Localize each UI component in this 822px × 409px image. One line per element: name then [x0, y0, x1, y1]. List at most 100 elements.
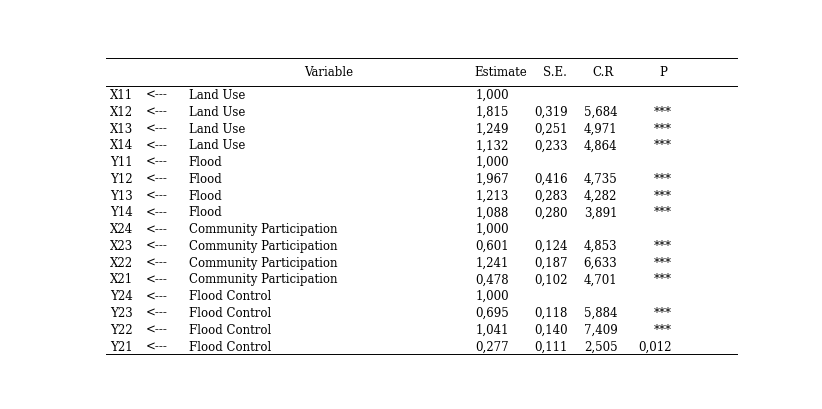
- Text: <---: <---: [145, 239, 168, 252]
- Text: <---: <---: [145, 89, 168, 102]
- Text: 1,967: 1,967: [476, 173, 509, 185]
- Text: <---: <---: [145, 156, 168, 169]
- Text: ***: ***: [653, 173, 672, 185]
- Text: 1,000: 1,000: [476, 290, 509, 303]
- Text: <---: <---: [145, 106, 168, 119]
- Text: Y23: Y23: [110, 306, 133, 319]
- Text: Estimate: Estimate: [474, 66, 527, 79]
- Text: Flood Control: Flood Control: [189, 340, 271, 353]
- Text: <---: <---: [145, 340, 168, 353]
- Text: Community Participation: Community Participation: [189, 239, 337, 252]
- Text: Flood: Flood: [189, 206, 223, 219]
- Text: 0,251: 0,251: [534, 122, 568, 135]
- Text: ***: ***: [653, 122, 672, 135]
- Text: ***: ***: [653, 323, 672, 336]
- Text: ***: ***: [653, 189, 672, 202]
- Text: <---: <---: [145, 323, 168, 336]
- Text: Land Use: Land Use: [189, 106, 245, 119]
- Text: 1,132: 1,132: [476, 139, 509, 152]
- Text: Flood: Flood: [189, 189, 223, 202]
- Text: 4,864: 4,864: [584, 139, 617, 152]
- Text: 0,277: 0,277: [476, 340, 509, 353]
- Text: 0,280: 0,280: [534, 206, 568, 219]
- Text: 0,283: 0,283: [534, 189, 568, 202]
- Text: 0,601: 0,601: [476, 239, 509, 252]
- Text: 4,971: 4,971: [584, 122, 617, 135]
- Text: Flood: Flood: [189, 156, 223, 169]
- Text: 7,409: 7,409: [584, 323, 617, 336]
- Text: ***: ***: [653, 206, 672, 219]
- Text: <---: <---: [145, 189, 168, 202]
- Text: 4,282: 4,282: [584, 189, 617, 202]
- Text: Y14: Y14: [110, 206, 133, 219]
- Text: <---: <---: [145, 206, 168, 219]
- Text: Y24: Y24: [110, 290, 133, 303]
- Text: Flood Control: Flood Control: [189, 290, 271, 303]
- Text: ***: ***: [653, 139, 672, 152]
- Text: 5,884: 5,884: [584, 306, 617, 319]
- Text: <---: <---: [145, 256, 168, 269]
- Text: 0,695: 0,695: [475, 306, 509, 319]
- Text: 1,088: 1,088: [476, 206, 509, 219]
- Text: S.E.: S.E.: [543, 66, 567, 79]
- Text: 5,684: 5,684: [584, 106, 617, 119]
- Text: 1,249: 1,249: [476, 122, 509, 135]
- Text: ***: ***: [653, 256, 672, 269]
- Text: 1,000: 1,000: [476, 156, 509, 169]
- Text: Land Use: Land Use: [189, 139, 245, 152]
- Text: X21: X21: [110, 273, 133, 286]
- Text: X12: X12: [110, 106, 133, 119]
- Text: <---: <---: [145, 306, 168, 319]
- Text: X13: X13: [110, 122, 134, 135]
- Text: 1,213: 1,213: [476, 189, 509, 202]
- Text: ***: ***: [653, 306, 672, 319]
- Text: 4,701: 4,701: [584, 273, 617, 286]
- Text: 0,118: 0,118: [534, 306, 568, 319]
- Text: ***: ***: [653, 273, 672, 286]
- Text: Y21: Y21: [110, 340, 133, 353]
- Text: 0,478: 0,478: [476, 273, 509, 286]
- Text: 0,140: 0,140: [534, 323, 568, 336]
- Text: Variable: Variable: [304, 66, 353, 79]
- Text: Y12: Y12: [110, 173, 133, 185]
- Text: 1,815: 1,815: [476, 106, 509, 119]
- Text: 0,233: 0,233: [534, 139, 568, 152]
- Text: 1,000: 1,000: [476, 89, 509, 102]
- Text: <---: <---: [145, 173, 168, 185]
- Text: 0,111: 0,111: [534, 340, 568, 353]
- Text: Community Participation: Community Participation: [189, 222, 337, 236]
- Text: Y22: Y22: [110, 323, 133, 336]
- Text: <---: <---: [145, 273, 168, 286]
- Text: <---: <---: [145, 222, 168, 236]
- Text: 4,853: 4,853: [584, 239, 617, 252]
- Text: 0,124: 0,124: [534, 239, 568, 252]
- Text: 6,633: 6,633: [584, 256, 617, 269]
- Text: Flood Control: Flood Control: [189, 306, 271, 319]
- Text: X11: X11: [110, 89, 133, 102]
- Text: 1,241: 1,241: [476, 256, 509, 269]
- Text: <---: <---: [145, 139, 168, 152]
- Text: Y13: Y13: [110, 189, 133, 202]
- Text: X22: X22: [110, 256, 133, 269]
- Text: <---: <---: [145, 290, 168, 303]
- Text: 0,102: 0,102: [534, 273, 568, 286]
- Text: Flood Control: Flood Control: [189, 323, 271, 336]
- Text: Flood: Flood: [189, 173, 223, 185]
- Text: 1,000: 1,000: [476, 222, 509, 236]
- Text: Community Participation: Community Participation: [189, 256, 337, 269]
- Text: 0,416: 0,416: [534, 173, 568, 185]
- Text: 0,187: 0,187: [534, 256, 568, 269]
- Text: 3,891: 3,891: [584, 206, 617, 219]
- Text: X14: X14: [110, 139, 134, 152]
- Text: ***: ***: [653, 239, 672, 252]
- Text: 1,041: 1,041: [476, 323, 509, 336]
- Text: ***: ***: [653, 106, 672, 119]
- Text: 4,735: 4,735: [584, 173, 617, 185]
- Text: Community Participation: Community Participation: [189, 273, 337, 286]
- Text: X24: X24: [110, 222, 134, 236]
- Text: <---: <---: [145, 122, 168, 135]
- Text: C.R: C.R: [592, 66, 613, 79]
- Text: 2,505: 2,505: [584, 340, 617, 353]
- Text: 0,319: 0,319: [534, 106, 568, 119]
- Text: Land Use: Land Use: [189, 89, 245, 102]
